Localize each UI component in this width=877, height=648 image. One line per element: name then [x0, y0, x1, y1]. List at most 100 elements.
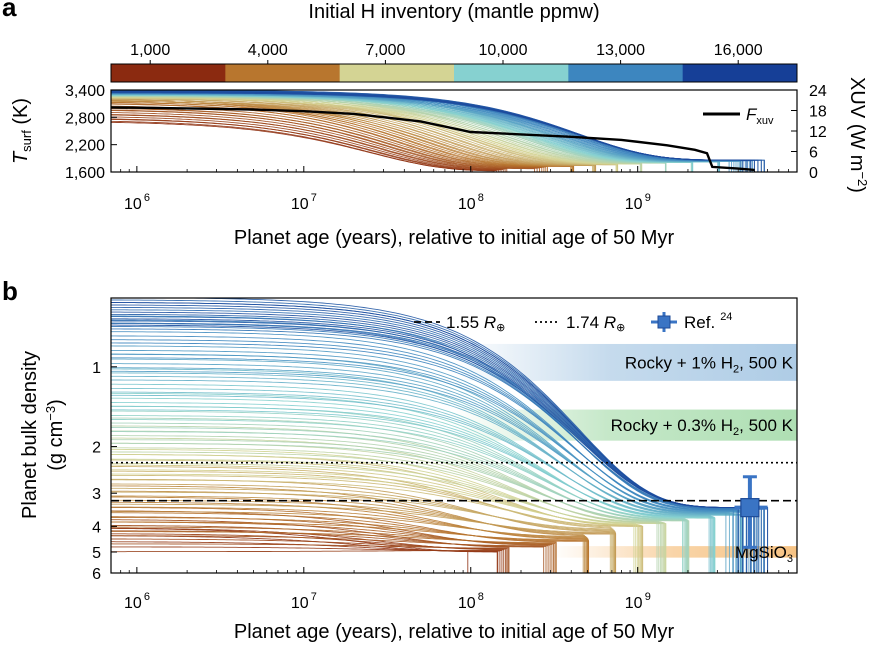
density-evolution-line: [111, 517, 589, 573]
density-evolution-line: [111, 479, 643, 573]
colorbar-segment: [111, 64, 226, 82]
colorbar-tick-label: 10,000: [479, 42, 528, 59]
y2-tick-label: 18: [809, 104, 827, 121]
y2-tick-label: 12: [809, 124, 827, 141]
panel-b-x-axis-label: Planet age (years), relative to initial …: [234, 621, 675, 643]
density-evolution-line: [111, 409, 714, 573]
temperature-evolution-line: [111, 96, 667, 172]
density-evolution-line: [111, 324, 739, 573]
temperature-evolution-line: [111, 110, 538, 172]
x-tick-label: 10: [291, 196, 309, 213]
x-tick-label: 10: [124, 196, 142, 213]
y2-tick-label: 0: [809, 165, 818, 182]
colorbar-segment: [682, 64, 798, 82]
x-tick-label: 10: [458, 595, 476, 612]
y-tick-label: 3,400: [65, 83, 105, 100]
panel-a-temperature-lines: [111, 90, 765, 172]
y2-tick-label: 6: [809, 145, 818, 162]
temperature-evolution-line: [111, 118, 500, 172]
temperature-evolution-line: [111, 116, 502, 172]
temperature-evolution-line: [111, 114, 506, 172]
colorbar-tick-label: 7,000: [365, 42, 405, 59]
y-tick-label: 1: [92, 360, 101, 377]
temperature-evolution-line: [111, 98, 594, 172]
density-evolution-line: [111, 527, 469, 573]
density-evolution-line: [111, 370, 757, 573]
x-tick-label: 10: [124, 595, 142, 612]
colorbar-tick-label: 16,000: [714, 42, 763, 59]
legend-dotted-label: 1.74 R⊕: [566, 313, 625, 334]
temperature-evolution-line: [111, 97, 642, 172]
density-evolution-line: [111, 466, 613, 573]
temperature-evolution-line: [111, 99, 596, 172]
panel-b-y-axis-unit: (g cm−3): [43, 399, 67, 471]
y2-tick-label: 24: [809, 83, 827, 100]
density-evolution-line: [111, 326, 757, 573]
colorbar-tick-label: 1,000: [130, 42, 170, 59]
x-tick-label: 10: [625, 595, 643, 612]
y-tick-label: 2: [92, 440, 101, 457]
band-label: Rocky + 1% H2, 500 K: [625, 353, 794, 375]
density-evolution-line: [111, 342, 734, 573]
x-tick-label: 10: [291, 595, 309, 612]
panel-b-label: b: [2, 276, 18, 306]
y-tick-label: 6: [92, 566, 101, 583]
x-tick-exponent: 8: [478, 591, 484, 603]
y-tick-label: 1,600: [65, 165, 105, 182]
density-evolution-line: [111, 462, 666, 573]
panel-b-y-axis-label: Planet bulk density: [19, 351, 41, 519]
x-tick-exponent: 7: [311, 192, 317, 204]
density-evolution-line: [111, 363, 730, 573]
colorbar-segment: [339, 64, 455, 82]
x-tick-exponent: 8: [478, 192, 484, 204]
panel-b-frame: [110, 297, 798, 574]
density-evolution-line: [111, 491, 614, 573]
y-tick-label: 3: [92, 486, 101, 503]
density-evolution-line: [111, 506, 588, 573]
temperature-evolution-line: [111, 95, 667, 172]
panel-a-x-axis-label: Planet age (years), relative to initial …: [234, 227, 675, 249]
x-tick-label: 10: [458, 196, 476, 213]
colorbar-segment: [225, 64, 341, 82]
temperature-evolution-line: [111, 120, 495, 172]
density-evolution-line: [111, 543, 509, 573]
colorbar-segment: [568, 64, 684, 82]
ref-point-marker: [740, 498, 760, 518]
panel-a-y-axis-label: Tsurf (K): [10, 98, 34, 164]
density-evolution-line: [111, 501, 588, 573]
y-tick-label: 5: [92, 545, 101, 562]
legend-dashed-label: 1.55 R⊕: [446, 313, 505, 334]
density-evolution-line: [111, 521, 589, 573]
density-evolution-line: [111, 487, 615, 573]
temperature-evolution-line: [111, 93, 733, 172]
panel-b-radius-lines: [111, 461, 797, 502]
x-tick-exponent: 6: [144, 192, 150, 204]
legend-ref-swatch: [651, 312, 677, 332]
temperature-evolution-line: [111, 112, 508, 172]
density-evolution-line: [111, 503, 616, 573]
density-evolution-line: [111, 530, 547, 573]
reference-band: [550, 546, 797, 558]
colorbar-segment: [454, 64, 569, 82]
temperature-evolution-line: [111, 103, 548, 172]
legend-fxuv-label: Fxuv: [746, 105, 774, 127]
panel-b-density-lines: [111, 298, 769, 573]
density-evolution-line: [111, 311, 748, 573]
density-evolution-line: [111, 531, 557, 573]
density-evolution-line: [111, 512, 590, 573]
density-evolution-line: [111, 419, 716, 573]
density-evolution-line: [111, 535, 549, 573]
reference-band: [454, 409, 797, 441]
density-evolution-line: [111, 391, 710, 573]
density-evolution-line: [111, 442, 689, 573]
density-evolution-line: [111, 394, 742, 573]
colorbar-tick-label: 13,000: [596, 42, 645, 59]
density-evolution-line: [111, 495, 617, 573]
panel-a-fxuv-line: [111, 106, 755, 172]
y-tick-label: 4: [92, 519, 101, 536]
panel-b-band-labels: Rocky + 1% H2, 500 K Rocky + 0.3% H2, 500…: [611, 353, 794, 564]
x-tick-exponent: 9: [645, 192, 651, 204]
